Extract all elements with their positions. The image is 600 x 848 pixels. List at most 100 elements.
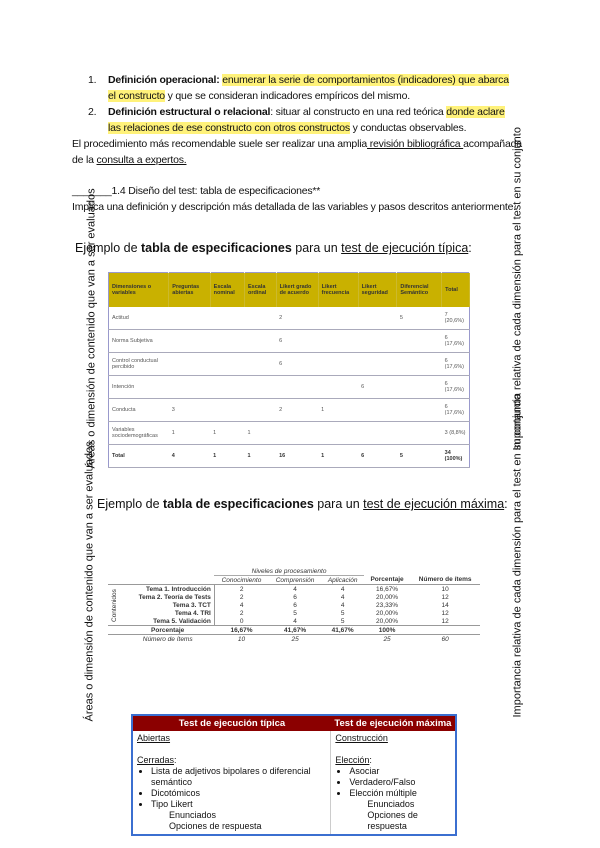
table-cell: 6 [358, 375, 397, 399]
table-cell: 6 [276, 352, 319, 376]
table-cell [168, 307, 211, 330]
table-cell: 16,67% [230, 626, 253, 634]
table-cell: Tema 5. Validación [121, 617, 215, 626]
table-cell: 1 [318, 444, 359, 468]
table-cell: 1 [210, 421, 245, 445]
table-cell: 6 (17,6%) [441, 375, 470, 399]
table-cell: 1 [244, 444, 277, 468]
table-cell [210, 307, 245, 330]
table-cell [244, 375, 277, 399]
table-cell: 60 [441, 635, 449, 643]
summary-row: Número de ítems 10 25 25 60 [108, 634, 480, 644]
table-cell: 5 [396, 307, 442, 330]
column-header: Dimensiones o variables [108, 272, 170, 307]
link-revision[interactable]: revisión bibliográfica [366, 138, 464, 150]
table-cell: 6 [276, 329, 319, 353]
table-row: Tema 3. TCT 4 6 4 23,33% 14 [108, 601, 480, 609]
table-cell [358, 352, 397, 376]
table-cell: 5 [340, 617, 345, 625]
table-cell [244, 329, 277, 353]
table-cell: 100% [378, 626, 396, 634]
table-cell: Control conductual percibido [108, 352, 169, 376]
table-cell [318, 329, 359, 353]
table-cell: 12 [441, 617, 449, 625]
side-label: Contenidos [111, 588, 118, 622]
table-cell: 1 [168, 421, 211, 445]
table-cell [210, 352, 245, 376]
table-cell: Número de ítems [142, 635, 193, 643]
column-header: Likert frecuencia [318, 272, 359, 307]
table-cell: 20,00% [376, 609, 399, 617]
table-cell: 25 [291, 635, 299, 643]
table-cell: 6 (17,6%) [441, 329, 470, 353]
list-item-2: 2. Definición estructural o relacional: … [88, 104, 518, 136]
table-cell: 4 [340, 593, 345, 601]
table-cell: Tema 3. TCT [121, 601, 215, 609]
table-cell [244, 398, 277, 422]
heading-text: 1.4 Diseño del test: tabla de especifica… [111, 185, 321, 197]
table-cell: 16,67% [376, 585, 399, 593]
table-cell: 10 [237, 635, 246, 643]
column-header: Total [441, 272, 470, 307]
column-header: Diferencial Semántico [396, 272, 443, 307]
table-cell: Total [108, 444, 169, 468]
table-row: Tema 4. TRI 2 5 5 20,00% 12 [108, 609, 480, 617]
table-cell [358, 307, 397, 330]
item-types-table: Test de ejecución típica Test de ejecució… [131, 714, 457, 836]
text: El procedimiento más recomendable suele … [72, 138, 367, 150]
table-cell: 1 [318, 398, 359, 422]
table-cell: 4 [168, 444, 211, 468]
table-cell [358, 329, 397, 353]
left-axis-label-2: Áreas o dimensión de contenido que van a… [83, 441, 96, 722]
table-row: Variables sociodemográficas 1 1 1 3 (8,8%) [108, 421, 470, 445]
table-cell: 16 [276, 444, 319, 468]
table-row: Conducta 3 2 1 6 (17,6%) [108, 398, 470, 422]
table-cell: 5 [340, 609, 345, 617]
table-cell: 2 [276, 398, 319, 422]
table-row: Tema 2. Teoría de Tests 2 6 4 20,00% 12 [108, 593, 480, 601]
right-axis-label-2: Importancia relativa de cada dimensión p… [511, 394, 524, 718]
section-text: Implica una definición y descripción más… [72, 201, 516, 213]
section-heading: _______1.4 Diseño del test: tabla de esp… [72, 183, 320, 199]
table-cell: Norma Subjetiva [108, 329, 169, 353]
table-cell: Tema 2. Teoría de Tests [121, 593, 215, 601]
table-cell: 4 [239, 601, 244, 609]
table-cell [210, 398, 245, 422]
table-row: Total 4 1 1 16 1 6 5 34 (100%) [108, 444, 470, 468]
table-cell [318, 375, 359, 399]
table-cell: 20,00% [376, 593, 399, 601]
table-cell [396, 329, 442, 353]
blank: _______ [72, 185, 112, 197]
column-header: Escala ordinal [244, 272, 277, 307]
table-cell [358, 398, 397, 422]
table-cell [276, 375, 319, 399]
header-maximum: Test de ejecución máxima [330, 715, 456, 731]
spec-table-typical: Dimensiones o variables Preguntas abierta… [108, 272, 470, 468]
table-cell: 1 [244, 421, 277, 445]
table-cell [168, 329, 211, 353]
column-header: Conocimiento [221, 576, 262, 584]
table-cell [210, 375, 245, 399]
table-cell [168, 375, 211, 399]
table-cell: 25 [383, 635, 391, 643]
text: y que se consideran indicadores empírico… [164, 90, 411, 102]
term: Definición operacional: [108, 74, 220, 86]
list-number: 1. [88, 74, 97, 86]
table-cell: 2 [276, 307, 319, 330]
link-consulta[interactable]: consulta a expertos. [96, 154, 187, 166]
spec-table-maximum: Niveles de procesamiento Conocimiento Com… [108, 567, 480, 643]
summary-row: Porcentaje 16,67% 41,67% 41,67% 100% [108, 625, 480, 635]
table-cell: 4 [293, 617, 297, 625]
table-cell: 2 [239, 593, 244, 601]
table-cell: 6 [293, 601, 297, 609]
table-cell: 20,00% [376, 617, 399, 625]
table-cell: Tema 4. TRI [121, 609, 215, 617]
table-cell: Conducta [108, 398, 169, 422]
table-row: Tema 5. Validación 0 4 5 20,00% 12 [108, 617, 480, 626]
table-cell: 4 [293, 585, 297, 593]
table-cell [358, 421, 397, 445]
column-header: Número de ítems [418, 576, 472, 584]
